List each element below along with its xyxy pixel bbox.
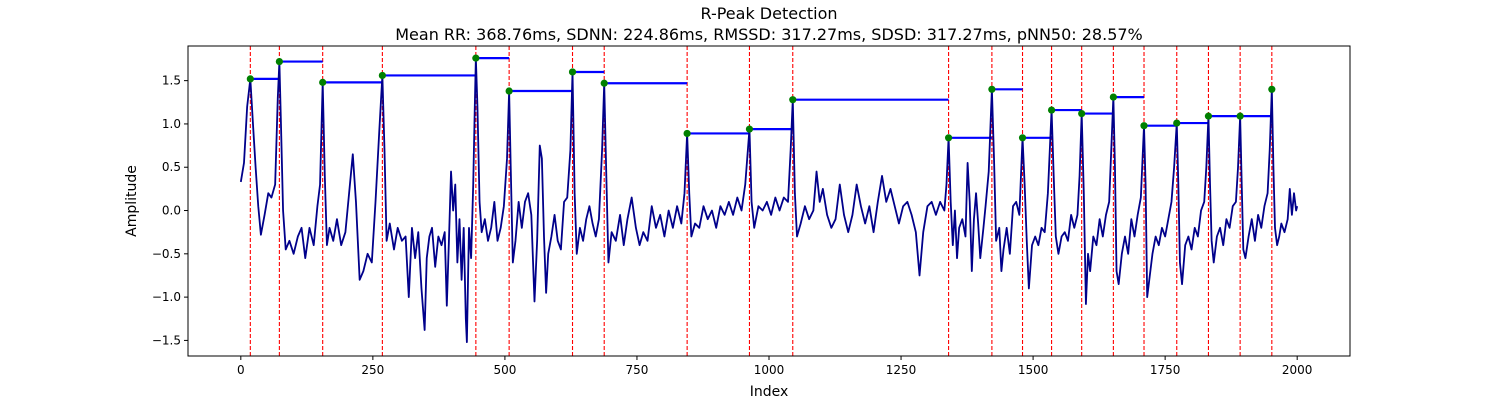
- peak-marker: [1047, 106, 1056, 114]
- x-tick-label: 0: [237, 363, 245, 377]
- x-axis-ticks: 0 250 500 750 1000 1250 1500 1750 2000: [237, 356, 1312, 377]
- peak-marker: [1204, 112, 1213, 120]
- peak-marker: [319, 78, 327, 86]
- y-tick-label: 1.5: [162, 74, 181, 88]
- peak-marker: [745, 125, 754, 133]
- x-tick-label: 500: [493, 363, 516, 377]
- plot-frame: [187, 45, 1351, 357]
- y-axis-ticks: −1.5 −1.0 −0.5 0.0 0.5 1.0 1.5: [152, 74, 188, 347]
- x-tick-label: 1750: [1150, 363, 1181, 377]
- peak-marker: [275, 57, 283, 66]
- chart-subtitle: Mean RR: 368.76ms, SDNN: 224.86ms, RMSSD…: [395, 25, 1143, 44]
- peak-marker: [1236, 112, 1244, 120]
- y-tick-label: 1.0: [162, 117, 181, 131]
- peak-marker: [789, 96, 797, 104]
- ecg-signal-line: [239, 57, 1299, 344]
- peak-markers-group: [246, 54, 1276, 142]
- rr-segments-group: [250, 57, 1272, 139]
- peak-marker: [1109, 93, 1117, 101]
- peak-marker: [988, 85, 996, 93]
- y-axis-label: Amplitude: [124, 165, 140, 237]
- y-tick-label: 0.5: [162, 160, 181, 174]
- peak-marker: [472, 54, 480, 62]
- peak-marker: [505, 87, 513, 95]
- peak-marker: [944, 134, 953, 142]
- peak-marker: [1078, 109, 1086, 118]
- y-tick-label: 0.0: [162, 204, 181, 218]
- peak-marker: [246, 75, 254, 83]
- y-tick-label: −0.5: [152, 247, 181, 261]
- peak-marker: [1018, 134, 1027, 142]
- x-tick-label: 250: [361, 363, 384, 377]
- peak-lines-group: [249, 46, 1273, 356]
- plot-area: [239, 46, 1299, 356]
- peak-marker: [1268, 85, 1276, 93]
- x-tick-label: 1250: [886, 363, 917, 377]
- x-tick-label: 1000: [754, 363, 785, 377]
- x-tick-label: 750: [626, 363, 649, 377]
- peak-marker: [1140, 122, 1148, 130]
- peak-marker: [378, 71, 386, 80]
- peak-marker: [568, 68, 577, 76]
- x-axis-label: Index: [750, 384, 789, 400]
- chart-title: R-Peak Detection: [700, 4, 837, 23]
- peak-marker: [683, 129, 691, 138]
- y-tick-label: −1.0: [152, 290, 181, 304]
- peak-marker: [1173, 119, 1181, 127]
- x-tick-label: 1500: [1018, 363, 1049, 377]
- y-tick-label: −1.5: [152, 333, 181, 347]
- x-tick-label: 2000: [1282, 363, 1313, 377]
- peak-marker: [600, 79, 608, 87]
